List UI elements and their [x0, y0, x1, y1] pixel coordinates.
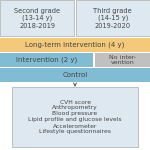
- FancyBboxPatch shape: [0, 0, 74, 36]
- FancyBboxPatch shape: [12, 87, 138, 147]
- Text: Control: Control: [62, 72, 88, 78]
- FancyBboxPatch shape: [0, 53, 93, 67]
- Text: Third grade
(14-15 y)
2019-2020: Third grade (14-15 y) 2019-2020: [93, 8, 132, 29]
- FancyBboxPatch shape: [0, 68, 150, 82]
- Text: CVH score
Anthropometry
Blood pressure
Lipid profile and glucose levels
Accelero: CVH score Anthropometry Blood pressure L…: [28, 99, 122, 135]
- Text: Intervention (2 y): Intervention (2 y): [16, 57, 77, 63]
- Text: No inter-
vention: No inter- vention: [109, 55, 136, 65]
- Text: Long-term intervention (4 y): Long-term intervention (4 y): [25, 41, 125, 48]
- Text: Second grade
(13-14 y)
2018-2019: Second grade (13-14 y) 2018-2019: [14, 8, 60, 29]
- FancyBboxPatch shape: [76, 0, 150, 36]
- FancyBboxPatch shape: [94, 53, 150, 67]
- FancyBboxPatch shape: [0, 38, 150, 52]
